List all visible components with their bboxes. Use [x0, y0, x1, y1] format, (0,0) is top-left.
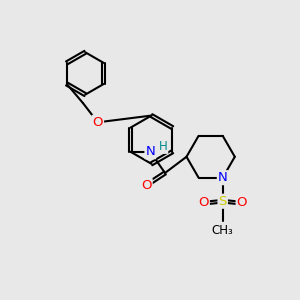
Text: O: O [237, 196, 247, 209]
Text: N: N [146, 145, 155, 158]
Text: O: O [198, 196, 209, 209]
Text: H: H [159, 140, 167, 153]
Text: O: O [141, 179, 152, 192]
Text: O: O [92, 116, 103, 129]
Text: N: N [218, 171, 228, 184]
Text: S: S [218, 195, 227, 208]
Text: CH₃: CH₃ [212, 224, 234, 237]
